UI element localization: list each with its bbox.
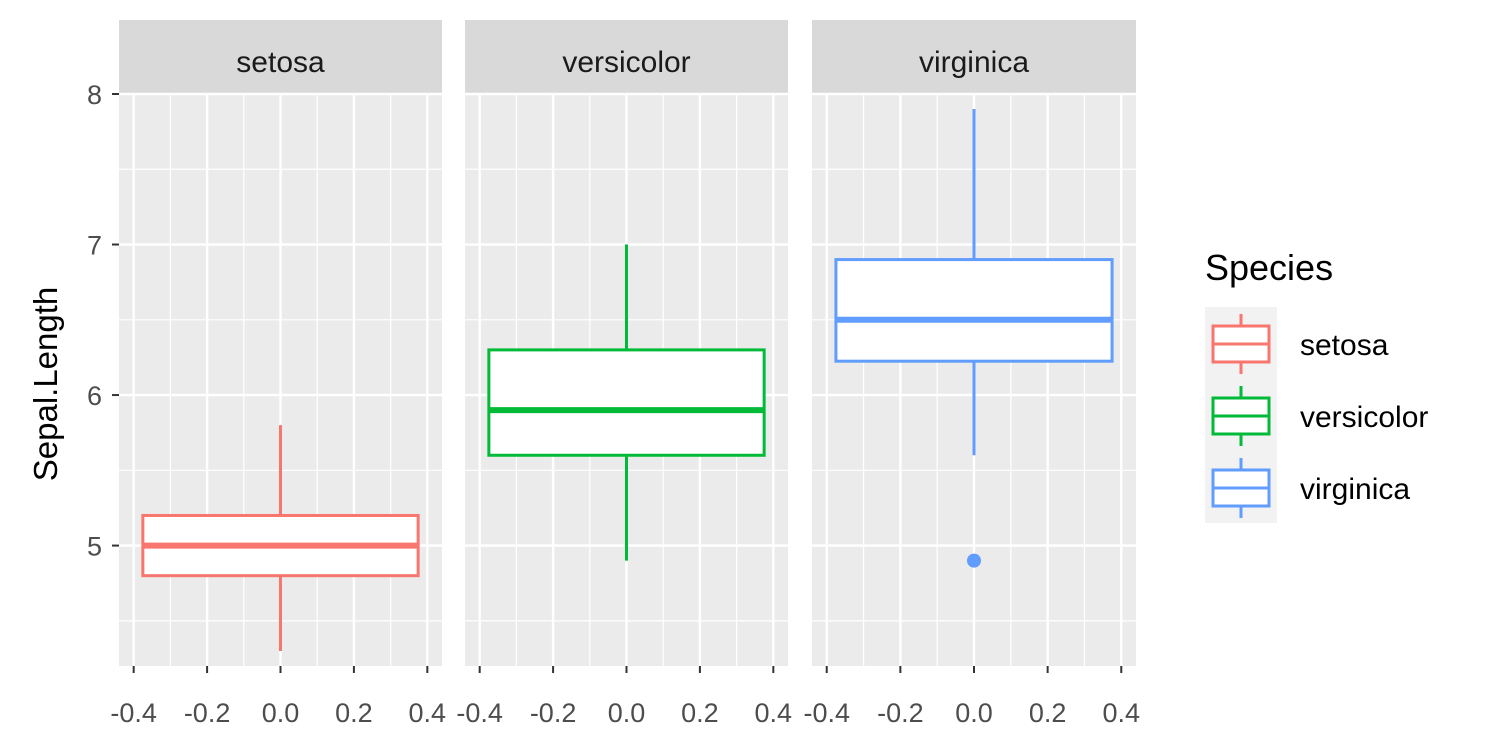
y-tick-label: 8	[87, 80, 102, 110]
facet-strip-versicolor	[465, 20, 788, 94]
box-virginica	[834, 258, 1114, 363]
x-tick-label: -0.4	[456, 698, 503, 728]
facet-strip-label-setosa: setosa	[236, 46, 325, 79]
legend-label-versicolor: versicolor	[1300, 401, 1428, 434]
panel-setosa: setosa -0.4 -0.2 0.0 0.2 0.4	[110, 20, 446, 728]
facet-panels: setosa -0.4 -0.2 0.0 0.2 0.4 versicolor -0.4 -0.…	[110, 20, 1140, 728]
box-versicolor	[487, 348, 766, 457]
x-tick-label: 0.0	[262, 698, 300, 728]
x-tick-label: 0.0	[608, 698, 646, 728]
legend-title: Species	[1205, 247, 1333, 288]
y-axis: 5 6 7 8	[87, 80, 119, 562]
x-tick-label: 0.0	[955, 698, 993, 728]
x-tick-label: 0.4	[409, 698, 447, 728]
facet-strip-virginica	[812, 20, 1136, 94]
facet-strip-setosa	[119, 20, 442, 94]
y-tick-label: 5	[87, 532, 102, 562]
x-tick-label: -0.2	[877, 698, 924, 728]
x-tick-label: -0.2	[530, 698, 577, 728]
x-tick-label: 0.2	[1029, 698, 1067, 728]
y-tick-label: 7	[87, 231, 102, 261]
x-tick-label: -0.4	[803, 698, 850, 728]
x-tick-label: 0.4	[755, 698, 793, 728]
panel-virginica: virginica -0.4 -0.2 0.0 0.2 0.4	[803, 20, 1140, 728]
x-tick-label: -0.4	[110, 698, 157, 728]
facet-strip-label-versicolor: versicolor	[562, 46, 690, 79]
legend: Species setosa versicolor virginica	[1205, 247, 1428, 523]
legend-label-virginica: virginica	[1300, 473, 1410, 506]
x-tick-label: 0.4	[1102, 698, 1140, 728]
x-tick-label: 0.2	[335, 698, 373, 728]
panel-versicolor: versicolor -0.4 -0.2 0.0 0.2 0.4	[456, 20, 792, 728]
facet-strip-label-virginica: virginica	[919, 46, 1029, 79]
outlier-virginica	[967, 553, 981, 568]
legend-label-setosa: setosa	[1300, 329, 1389, 362]
y-axis-title: Sepal.Length	[27, 287, 64, 482]
y-tick-label: 6	[87, 381, 102, 411]
x-tick-label: -0.2	[184, 698, 231, 728]
x-tick-label: 0.2	[681, 698, 719, 728]
